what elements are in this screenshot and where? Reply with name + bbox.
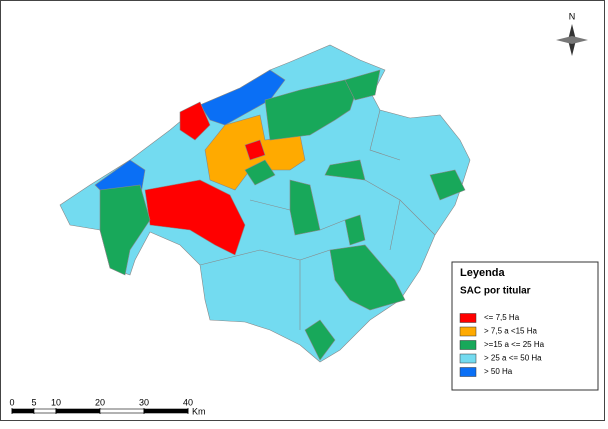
scale-segment [99, 408, 145, 414]
north-arrow: N [556, 11, 588, 56]
legend-swatch [459, 326, 477, 337]
region [344, 214, 366, 246]
legend-label: > 7,5 a <15 Ha [484, 327, 537, 336]
scale-segment [11, 408, 35, 414]
scale-segment [55, 408, 101, 414]
region [244, 159, 276, 186]
legend-swatch [459, 353, 477, 364]
region [199, 69, 286, 126]
scale-segment [143, 408, 189, 414]
legend-subtitle: SAC por titular [460, 286, 531, 297]
legend-swatch [459, 340, 477, 350]
scale-label: 30 [139, 397, 149, 407]
region [344, 69, 381, 101]
region [179, 101, 211, 141]
legend: Leyenda SAC por titular <= 7,5 Ha > 7,5 a… [451, 261, 599, 391]
scale-label: 20 [95, 397, 105, 407]
scale-label: 40 [183, 397, 193, 407]
scale-unit: Km [192, 406, 206, 416]
legend-label: <= 7,5 Ha [484, 313, 520, 322]
legend-box [451, 261, 599, 391]
legend-label: > 50 Ha [484, 367, 513, 376]
scale-label: 10 [51, 397, 61, 407]
scale-label: 0 [9, 397, 14, 407]
region [329, 244, 406, 311]
legend-title: Leyenda [460, 267, 506, 279]
legend-label: >=15 a <= 25 Ha [484, 340, 545, 349]
borders [199, 109, 436, 330]
legend-swatch [459, 313, 477, 323]
region [429, 169, 466, 201]
legend-swatch [459, 367, 477, 377]
north-label: N [569, 11, 576, 21]
scale-label: 5 [31, 397, 36, 407]
scale-segment [33, 408, 57, 414]
region [144, 179, 246, 256]
east-west-needle [556, 36, 588, 44]
island [59, 44, 471, 363]
region [289, 179, 321, 236]
region [264, 79, 356, 141]
legend-label: > 25 a <= 50 Ha [484, 354, 542, 363]
region [99, 184, 151, 276]
region [244, 139, 266, 161]
region [304, 319, 336, 361]
